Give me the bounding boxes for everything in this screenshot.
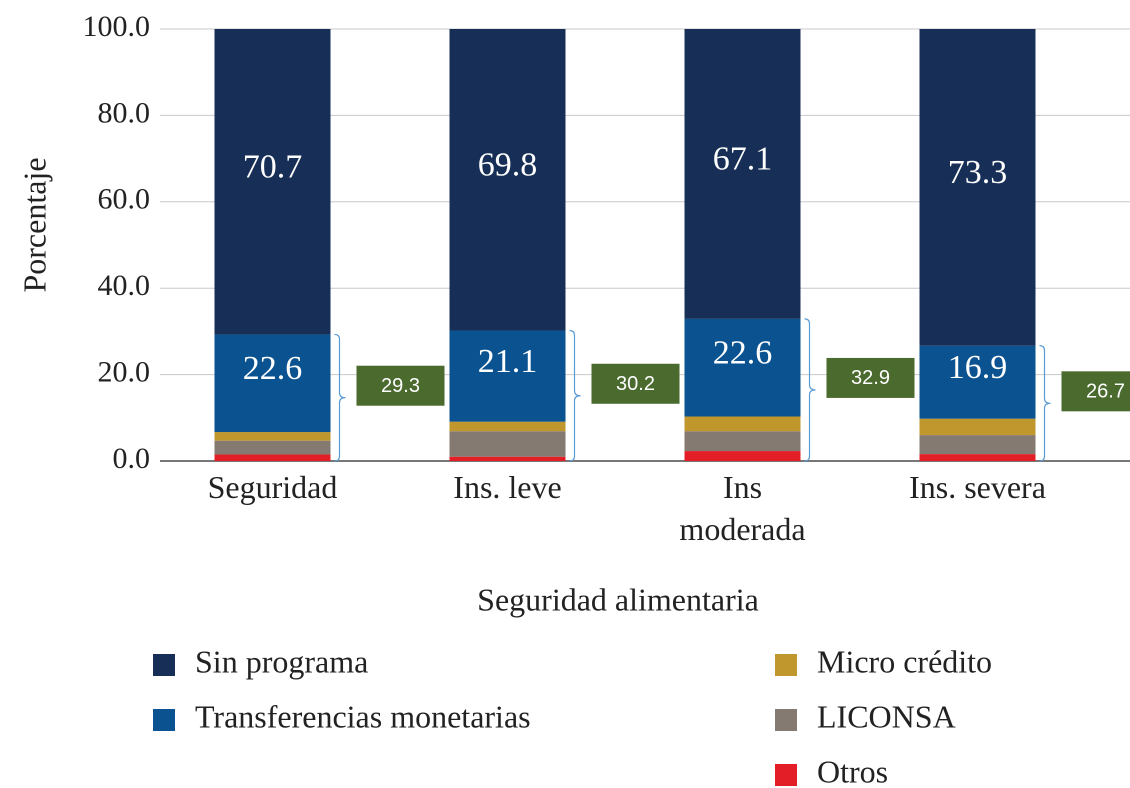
bar-segment [684,451,801,461]
total-box [356,365,445,406]
bar-segment [684,431,801,452]
total-label: 30.2 [616,373,655,395]
x-tick-label: Ins moderada [679,469,806,547]
y-tick-label: 40.0 [98,269,151,302]
legend-swatch [775,709,797,731]
bar-segment [214,29,331,335]
total-box [826,357,915,398]
bar-segment [684,29,801,319]
total-label: 29.3 [381,375,420,397]
legend-label: Sin programa [195,643,368,679]
bar-segment [684,416,801,432]
data-label: 70.7 [243,149,303,186]
bar-segment [449,29,566,331]
bar-segment [684,318,801,417]
y-tick-label: 0.0 [113,442,151,475]
y-tick-label: 100.0 [83,10,151,43]
x-axis-title: Seguridad alimentaria [477,581,759,617]
total-bracket [804,318,816,462]
x-tick-label: Ins. severa [909,469,1046,505]
total-bracket [334,333,346,462]
y-tick-label: 20.0 [98,355,151,388]
bar-segment [919,29,1036,346]
y-axis-title: Porcentaje [16,157,52,292]
bar-segment [214,440,331,455]
data-label: 22.6 [713,334,773,371]
bar-segment [449,456,566,461]
data-label: 22.6 [243,350,303,387]
data-label: 67.1 [713,141,773,178]
legend-label: LICONSA [817,698,956,734]
x-tick-label: Ins. leve [453,469,562,505]
data-label: 69.8 [478,147,538,184]
legend-swatch [775,764,797,786]
data-label: 21.1 [478,343,538,380]
bar-segment [214,334,331,433]
legend-label: Transferencias monetarias [195,698,531,734]
legend-label: Micro crédito [817,643,992,679]
bar-segment [214,432,331,441]
data-label: 16.9 [948,349,1008,386]
legend-swatch [153,654,175,676]
legend-label: Otros [817,753,888,788]
bar-segment [919,454,1036,461]
data-label: 73.3 [948,154,1008,191]
bar-segment [919,435,1036,455]
bar-segment [214,454,331,461]
total-box [1061,371,1130,412]
bar-segment [449,431,566,457]
total-label: 26.7 [1086,381,1125,403]
x-tick-label: Seguridad [207,469,338,505]
y-tick-label: 60.0 [98,183,151,216]
legend-swatch [153,709,175,731]
total-label: 32.9 [851,367,890,389]
bar-segment [919,418,1036,436]
total-bracket [1039,345,1051,462]
total-box [591,363,680,404]
bar-segment [919,345,1036,419]
bar-segment [449,421,566,432]
total-bracket [569,329,581,462]
legend-swatch [775,654,797,676]
y-tick-label: 80.0 [98,96,151,129]
bar-segment [449,330,566,422]
